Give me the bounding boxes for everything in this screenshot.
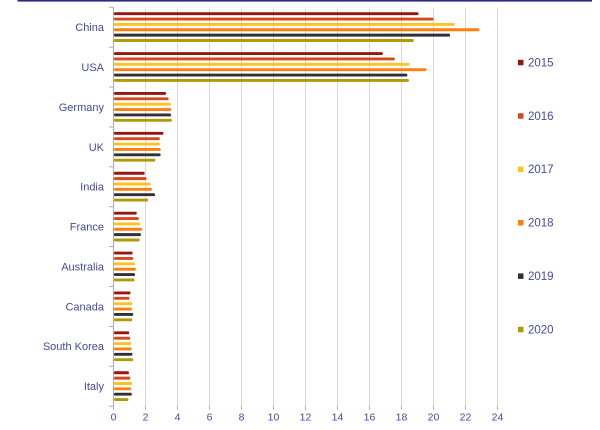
svg-text:South Korea: South Korea bbox=[43, 341, 105, 353]
svg-text:18: 18 bbox=[396, 412, 408, 424]
svg-text:UK: UK bbox=[89, 142, 105, 154]
svg-text:2017: 2017 bbox=[528, 164, 554, 176]
svg-text:2015: 2015 bbox=[528, 57, 554, 69]
svg-text:Germany: Germany bbox=[59, 102, 105, 114]
svg-text:20: 20 bbox=[428, 412, 440, 424]
svg-text:Canada: Canada bbox=[65, 301, 104, 313]
svg-text:6: 6 bbox=[207, 412, 213, 424]
svg-text:2020: 2020 bbox=[528, 324, 554, 336]
svg-text:14: 14 bbox=[332, 412, 344, 424]
svg-text:Australia: Australia bbox=[61, 261, 105, 273]
svg-text:12: 12 bbox=[300, 412, 312, 424]
svg-text:0: 0 bbox=[111, 412, 117, 424]
svg-text:2019: 2019 bbox=[528, 271, 554, 283]
svg-text:8: 8 bbox=[239, 412, 245, 424]
svg-text:USA: USA bbox=[81, 62, 104, 74]
svg-text:2: 2 bbox=[143, 412, 149, 424]
svg-text:2018: 2018 bbox=[528, 218, 554, 230]
svg-text:India: India bbox=[80, 182, 105, 194]
svg-text:22: 22 bbox=[460, 412, 472, 424]
svg-text:16: 16 bbox=[364, 412, 376, 424]
svg-text:2016: 2016 bbox=[528, 111, 554, 123]
svg-text:10: 10 bbox=[268, 412, 280, 424]
svg-text:France: France bbox=[70, 222, 104, 234]
svg-text:Italy: Italy bbox=[84, 381, 105, 393]
svg-text:4: 4 bbox=[175, 412, 181, 424]
svg-text:China: China bbox=[75, 22, 105, 34]
svg-text:24: 24 bbox=[492, 412, 504, 424]
